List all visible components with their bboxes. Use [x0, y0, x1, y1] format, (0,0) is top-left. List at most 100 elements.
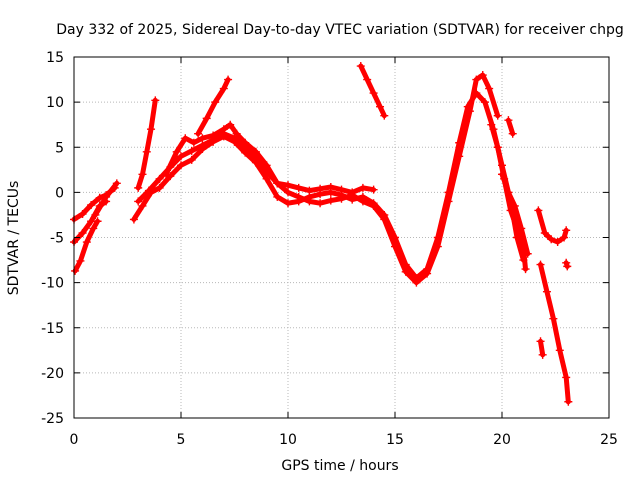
data-point — [71, 266, 80, 275]
data-point — [487, 120, 496, 129]
data-point — [356, 62, 365, 71]
data-point — [562, 373, 571, 382]
data-point — [78, 210, 87, 219]
data-point — [95, 193, 104, 202]
series-track-o — [536, 337, 547, 359]
data-point — [369, 201, 378, 210]
data-point — [172, 147, 181, 156]
data-point — [82, 238, 91, 247]
y-tick-label: 5 — [55, 140, 64, 156]
data-point — [241, 138, 250, 147]
data-point — [348, 191, 357, 200]
data-point — [209, 131, 218, 140]
data-point — [112, 179, 121, 188]
data-point — [504, 188, 513, 197]
data-point — [219, 125, 228, 134]
series-track-c — [71, 217, 102, 275]
data-point — [547, 235, 556, 244]
data-point — [273, 192, 282, 201]
y-tick-label: -25 — [41, 411, 64, 427]
data-point — [134, 197, 143, 206]
data-point — [226, 120, 235, 129]
data-point — [316, 199, 325, 208]
x-tick-label: 20 — [493, 432, 511, 448]
data-point — [510, 201, 519, 210]
data-point — [480, 98, 489, 107]
data-point — [369, 185, 378, 194]
x-tick-label: 5 — [177, 432, 186, 448]
data-point — [284, 199, 292, 208]
data-point — [521, 265, 530, 274]
series-track-k — [498, 170, 532, 258]
data-point — [87, 201, 96, 210]
series-line — [538, 262, 571, 405]
data-point — [493, 111, 502, 120]
data-point — [549, 314, 558, 323]
series-track-n — [536, 260, 573, 406]
data-point — [562, 258, 571, 267]
data-point — [78, 228, 87, 237]
data-point — [230, 134, 239, 143]
x-axis-label: GPS time / hours — [281, 458, 398, 474]
data-point — [536, 260, 545, 269]
data-point — [560, 233, 569, 242]
data-point — [187, 146, 196, 155]
data-point — [369, 89, 378, 98]
data-point — [251, 147, 260, 156]
data-point — [380, 215, 389, 224]
data-point — [542, 287, 551, 296]
series-track-f — [162, 71, 502, 287]
data-point — [358, 197, 367, 206]
y-tick-label: 0 — [55, 185, 64, 201]
data-point — [198, 141, 207, 150]
data-point — [181, 134, 190, 143]
data-point — [211, 98, 220, 107]
data-point — [102, 192, 111, 201]
data-point — [294, 183, 303, 192]
data-point — [380, 111, 389, 120]
data-point — [523, 249, 532, 258]
x-tick-label: 10 — [279, 432, 297, 448]
data-point — [151, 96, 160, 105]
data-point — [412, 278, 421, 287]
data-point — [493, 143, 502, 152]
series-track-m — [534, 206, 571, 247]
data-point — [538, 350, 547, 359]
data-point — [517, 224, 526, 233]
data-point — [305, 197, 314, 206]
x-tick-label: 15 — [386, 432, 404, 448]
data-point — [444, 197, 453, 206]
data-point — [478, 71, 487, 80]
data-point — [506, 206, 515, 215]
data-point — [433, 242, 442, 251]
series-track-p — [562, 258, 572, 271]
series-track-g — [194, 75, 233, 138]
y-tick-label: -20 — [41, 366, 64, 382]
data-point — [564, 397, 573, 406]
data-point — [93, 217, 102, 226]
chart-title: Day 332 of 2025, Sidereal Day-to-day VTE… — [56, 22, 624, 38]
data-point — [76, 256, 85, 265]
data-point — [465, 107, 474, 116]
series-track-q — [91, 179, 121, 219]
data-point — [138, 170, 147, 179]
data-point — [91, 210, 100, 219]
data-point — [187, 155, 196, 164]
data-point — [284, 188, 292, 197]
axes: 0 5 10 15 20 25 -25 -20 -15 -10 -5 0 5 10 15 — [41, 50, 618, 448]
data-point — [401, 267, 410, 276]
data-point — [155, 174, 164, 183]
data-point — [294, 192, 303, 201]
data-point — [536, 337, 545, 346]
data-point — [89, 224, 98, 233]
data-point — [198, 134, 207, 143]
series-track-i — [356, 62, 389, 120]
data-point — [555, 346, 564, 355]
data-point — [305, 186, 314, 195]
data-point — [219, 84, 228, 93]
data-point — [337, 185, 346, 194]
data-point — [423, 269, 432, 278]
data-point — [540, 228, 549, 237]
